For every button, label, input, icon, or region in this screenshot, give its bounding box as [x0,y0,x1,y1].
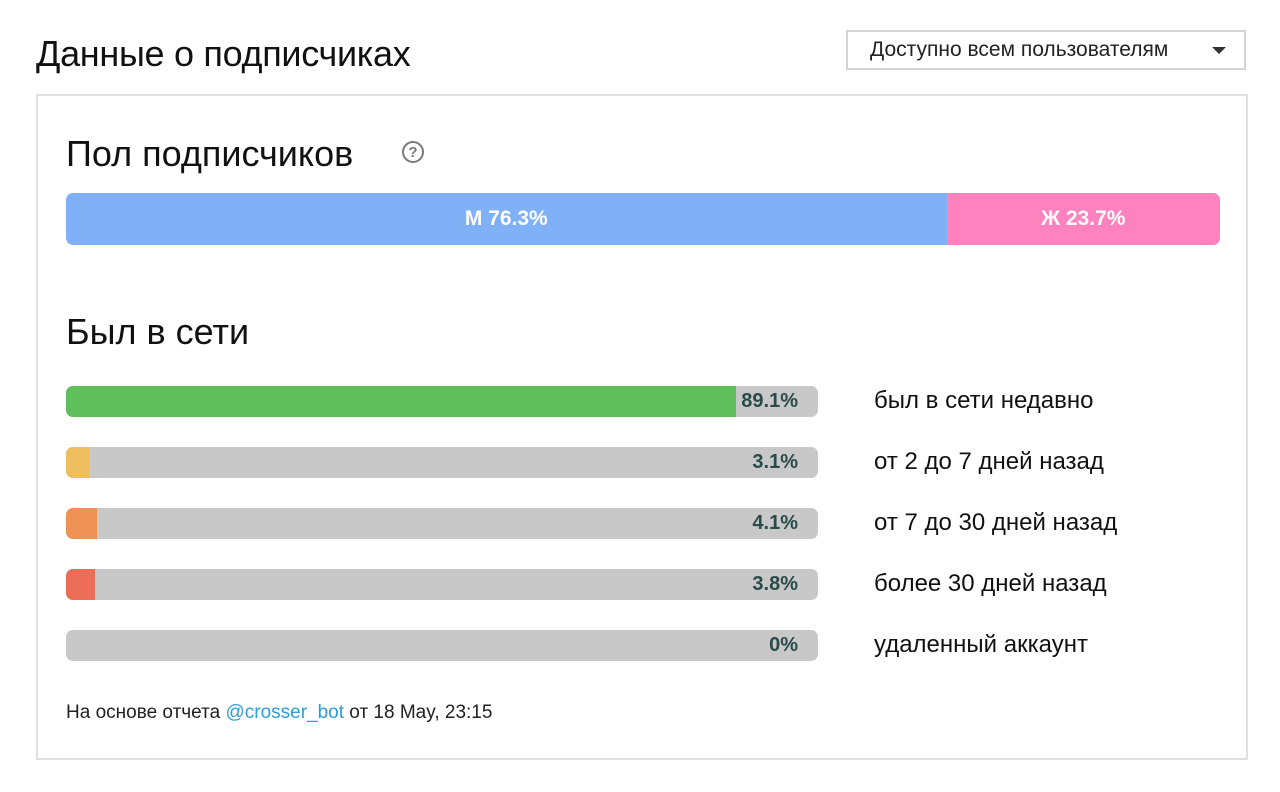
question-circle-icon[interactable]: ? [402,141,424,163]
footer-prefix: На основе отчета [66,702,221,723]
online-row-label: от 2 до 7 дней назад [874,448,1104,475]
sex-segment-female-label: Ж 23.7% [1041,207,1126,230]
bot-link[interactable]: @crosser_bot [225,702,345,723]
progress-fill [66,508,97,539]
visibility-dropdown[interactable]: Доступно всем пользователям [846,30,1246,70]
progress-track: 3.1% [66,447,818,478]
online-row-label: удаленный аккаунт [874,631,1088,658]
chevron-down-icon [1212,46,1226,54]
progress-percent: 3.1% [752,451,798,473]
progress-fill [66,569,95,600]
online-row-label: более 30 дней назад [874,570,1107,597]
sex-segment-male: М 76.3% [66,193,947,245]
sex-distribution-bar: М 76.3% Ж 23.7% [66,193,1220,245]
sex-segment-male-label: М 76.3% [464,207,548,230]
online-row-label: от 7 до 30 дней назад [874,509,1118,536]
online-row-recently: 89.1% был в сети недавно [66,386,1226,418]
progress-percent: 3.8% [752,573,798,595]
report-footer: На основе отчета @crosser_bot от 18 May,… [66,702,492,724]
visibility-dropdown-value: Доступно всем пользователям [870,38,1169,61]
online-row-7-30-days: 4.1% от 7 до 30 дней назад [66,508,1226,540]
online-row-2-7-days: 3.1% от 2 до 7 дней назад [66,447,1226,479]
progress-fill [66,386,737,417]
progress-track: 3.8% [66,569,818,600]
online-row-deleted: 0% удаленный аккаунт [66,630,1226,662]
progress-track: 0% [66,630,818,661]
progress-track: 89.1% [66,386,818,417]
subscribers-card: Пол подписчиков ? М 76.3% Ж 23.7% Был в … [36,94,1248,760]
sex-section-title: Пол подписчиков [66,133,354,174]
progress-track: 4.1% [66,508,818,539]
page-title: Данные о подписчиках [36,33,411,74]
progress-fill [66,447,90,478]
progress-percent: 0% [769,634,798,656]
online-section-title: Был в сети [66,311,250,352]
footer-suffix: от 18 May, 23:15 [349,702,493,723]
sex-segment-female: Ж 23.7% [946,193,1220,245]
online-row-over-30-days: 3.8% более 30 дней назад [66,569,1226,601]
progress-percent: 89.1% [741,390,798,412]
progress-percent: 4.1% [752,512,798,534]
online-row-label: был в сети недавно [874,387,1094,414]
